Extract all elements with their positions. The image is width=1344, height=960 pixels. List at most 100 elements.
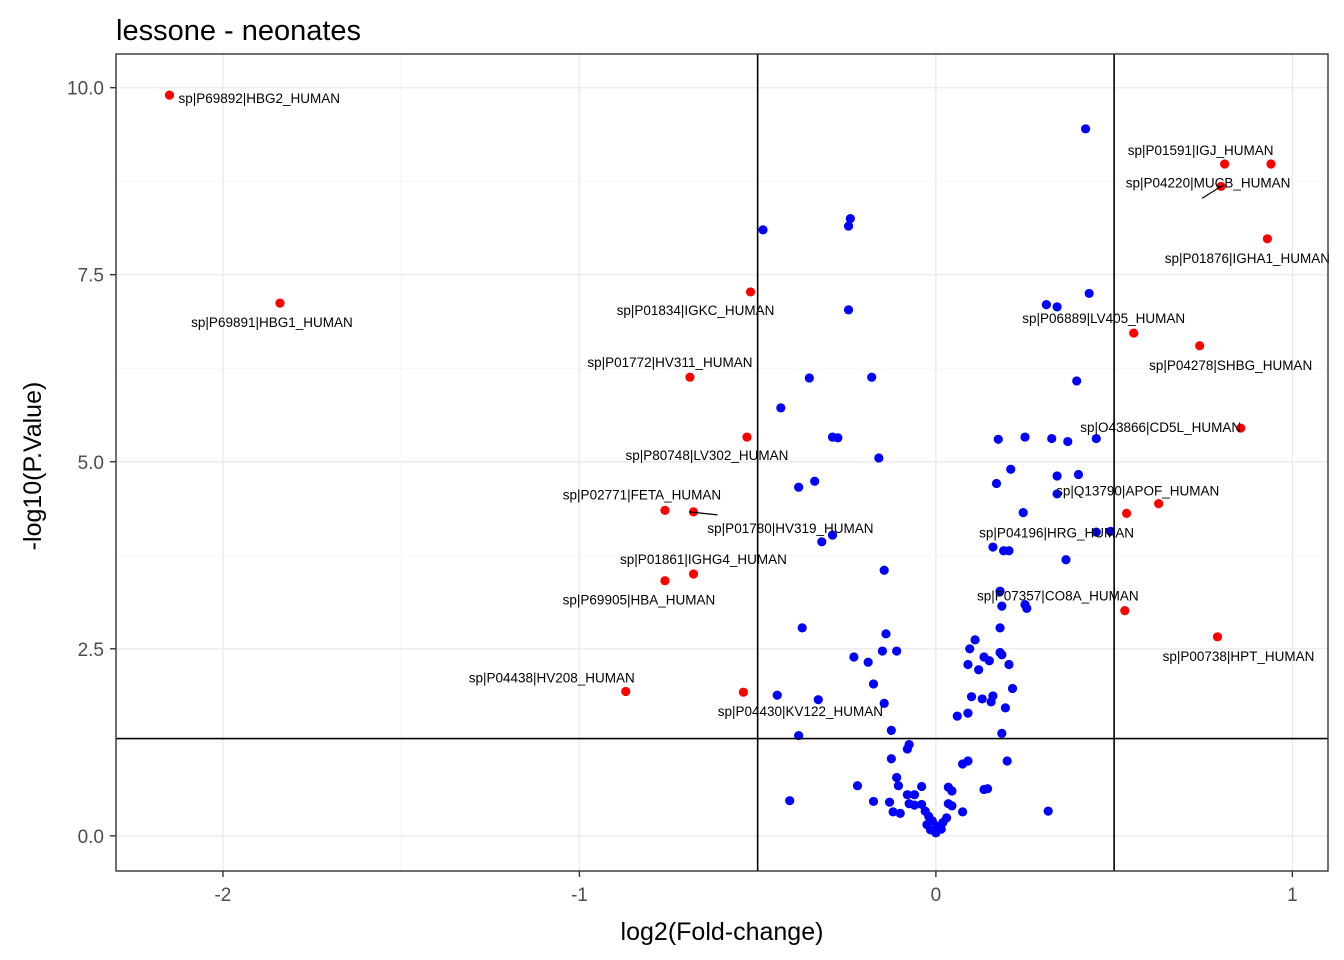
nonsignificant-point (1091, 433, 1101, 444)
nonsignificant-point (947, 801, 957, 811)
significant-point (742, 432, 752, 442)
significant-point (275, 298, 285, 308)
nonsignificant-point (797, 623, 807, 633)
protein-label: sp|P04196|HRG_HUMAN (979, 525, 1134, 540)
nonsignificant-point (1052, 489, 1062, 499)
nonsignificant-point (886, 725, 896, 735)
significant-point (738, 687, 748, 697)
x-tick-label: 0 (931, 885, 942, 906)
nonsignificant-point (817, 537, 827, 547)
nonsignificant-point (1041, 300, 1051, 310)
nonsignificant-point (1002, 756, 1012, 766)
nonsignificant-point (974, 665, 984, 675)
y-axis-title: -log10(P.Value) (19, 382, 47, 551)
significant-point (164, 90, 175, 100)
significant-point (1121, 508, 1132, 518)
significant-point (660, 576, 670, 586)
nonsignificant-point (1105, 526, 1116, 536)
nonsignificant-point (917, 799, 927, 810)
nonsignificant-point (909, 800, 920, 810)
nonsignificant-point (810, 476, 820, 486)
nonsignificant-point (963, 708, 973, 718)
significant-point (1220, 159, 1230, 169)
significant-point (660, 505, 670, 515)
nonsignificant-point (917, 781, 927, 792)
protein-label: sp|P01591|IGJ_HUMAN (1128, 143, 1274, 158)
nonsignificant-point (1047, 433, 1057, 444)
nonsignificant-point (986, 697, 996, 707)
nonsignificant-point (895, 808, 905, 818)
significant-point (1216, 181, 1226, 192)
protein-label: sp|P04278|SHBG_HUMAN (1149, 358, 1312, 373)
chart-title: lessone - neonates (116, 15, 361, 47)
significant-point (688, 569, 699, 579)
data-points (164, 90, 1276, 838)
nonsignificant-point (1063, 436, 1073, 447)
nonsignificant-point (785, 796, 795, 806)
nonsignificant-point (1052, 471, 1062, 481)
nonsignificant-point (881, 629, 891, 639)
nonsignificant-point (845, 213, 855, 224)
nonsignificant-point (863, 657, 873, 667)
protein-label: sp|P06889|LV405_HUMAN (1022, 311, 1185, 326)
significant-point (1266, 159, 1276, 169)
nonsignificant-point (886, 754, 896, 764)
nonsignificant-point (827, 530, 838, 540)
nonsignificant-point (1006, 464, 1016, 474)
nonsignificant-point (909, 790, 920, 800)
nonsignificant-point (804, 373, 814, 383)
nonsignificant-point (963, 659, 973, 670)
plot-panel-border (115, 53, 1329, 872)
protein-label: sp|Q13790|APOF_HUMAN (1056, 484, 1219, 499)
nonsignificant-point (1072, 376, 1082, 386)
nonsignificant-point (988, 542, 998, 552)
significant-point (1236, 423, 1246, 433)
point-labels: sp|P69892|HBG2_HUMAN sp|P69891|HBG1_HUMAN… (178, 91, 1330, 719)
nonsignificant-point (833, 433, 843, 443)
nonsignificant-point (868, 796, 879, 807)
significant-point (621, 686, 631, 697)
nonsignificant-point (843, 305, 854, 315)
nonsignificant-point (991, 478, 1002, 489)
nonsignificant-point (1091, 527, 1101, 537)
nonsignificant-point (931, 828, 941, 838)
nonsignificant-point (1018, 508, 1028, 518)
nonsignificant-point (874, 453, 884, 463)
nonsignificant-point (884, 797, 895, 807)
nonsignificant-point (1020, 432, 1030, 442)
x-tick-label: -1 (571, 885, 588, 906)
nonsignificant-point (1084, 288, 1094, 299)
nonsignificant-point (849, 652, 859, 662)
reference-lines (116, 54, 1328, 871)
protein-label: sp|P02771|FETA_HUMAN (563, 487, 721, 502)
protein-label: sp|P07357|CO8A_HUMAN (977, 589, 1139, 604)
nonsignificant-point (794, 482, 804, 492)
nonsignificant-point (966, 692, 977, 702)
y-tick-label: 0.0 (78, 827, 104, 848)
nonsignificant-point (1073, 469, 1084, 480)
nonsignificant-point (1022, 603, 1032, 613)
nonsignificant-point (776, 403, 786, 413)
nonsignificant-point (984, 656, 994, 666)
label-leader-line (1201, 185, 1222, 199)
significant-point (1120, 606, 1130, 616)
nonsignificant-point (843, 221, 854, 231)
x-tick-label: -2 (214, 885, 231, 906)
nonsignificant-point (892, 646, 902, 656)
nonsignificant-point (970, 635, 980, 645)
protein-label: sp|P01834|IGKC_HUMAN (617, 303, 775, 318)
y-tick-label: 7.5 (78, 266, 104, 287)
significant-point (1195, 341, 1205, 351)
nonsignificant-point (1061, 555, 1071, 565)
nonsignificant-point (1000, 703, 1010, 713)
significant-point (1154, 499, 1164, 509)
protein-label: sp|P04220|MUCB_HUMAN (1126, 175, 1291, 190)
nonsignificant-point (997, 601, 1007, 611)
y-tick-label: 5.0 (78, 453, 104, 474)
nonsignificant-point (995, 586, 1005, 596)
significant-point (1262, 234, 1272, 244)
protein-label: sp|P04438|HV208_HUMAN (469, 670, 635, 685)
protein-label: sp|P01772|HV311_HUMAN (587, 355, 752, 370)
nonsignificant-point (977, 694, 987, 704)
